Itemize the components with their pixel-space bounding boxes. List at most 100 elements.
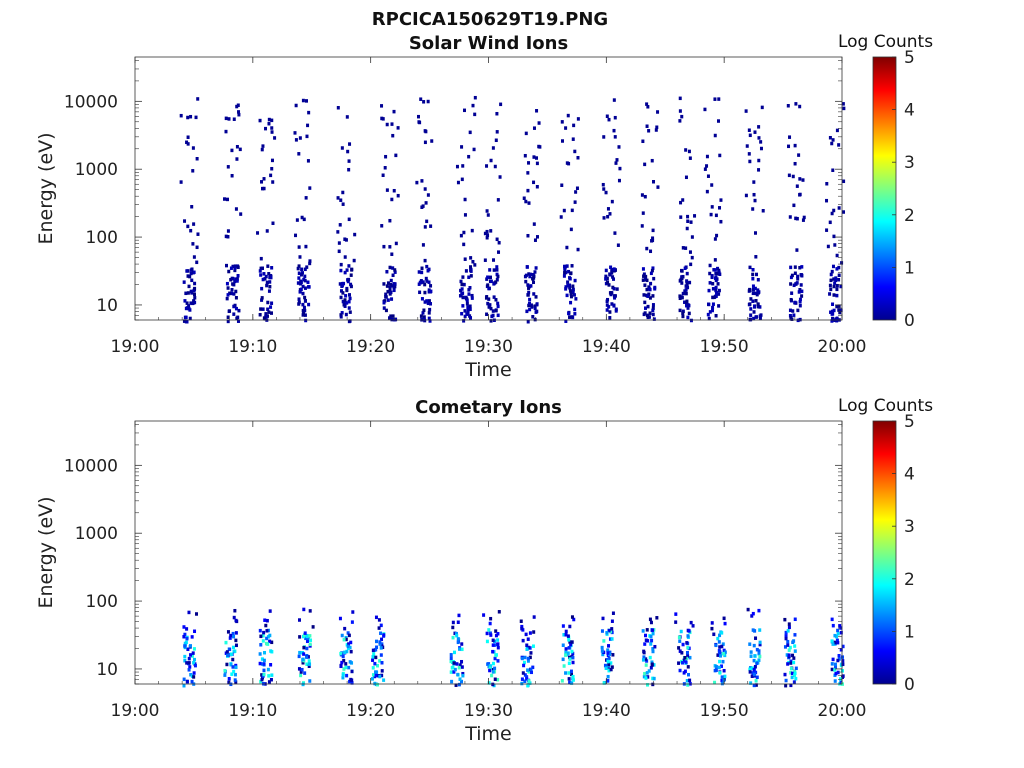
data-cell — [491, 649, 495, 654]
data-cell — [564, 650, 568, 655]
data-cell — [713, 276, 717, 281]
data-cell — [232, 312, 236, 316]
data-cell — [429, 289, 433, 294]
data-cell — [190, 679, 194, 684]
data-cell — [230, 288, 234, 292]
data-cell — [720, 644, 724, 649]
data-cell — [179, 113, 183, 118]
data-cell — [227, 117, 231, 121]
data-cell — [347, 306, 351, 310]
data-cell — [303, 274, 307, 279]
data-cell — [392, 285, 396, 290]
data-cell — [751, 276, 755, 281]
data-cell — [651, 631, 655, 636]
colorbar-tick-label: 3 — [904, 153, 915, 173]
data-cell — [655, 616, 659, 620]
data-cell — [564, 647, 568, 651]
data-cell — [720, 681, 724, 686]
data-cell — [306, 123, 310, 128]
data-cell — [828, 292, 832, 296]
data-cell — [717, 270, 721, 274]
data-cell — [744, 193, 748, 198]
data-cell — [303, 286, 307, 290]
data-cell — [567, 661, 571, 666]
data-cell — [470, 228, 474, 233]
data-cell — [525, 265, 529, 269]
data-cell — [828, 283, 832, 288]
data-cell — [710, 621, 714, 625]
data-cell — [341, 675, 345, 680]
data-cell — [570, 264, 574, 268]
data-cell — [451, 625, 455, 630]
data-cell — [787, 144, 791, 149]
data-cell — [465, 301, 469, 306]
data-cell — [681, 246, 685, 250]
data-cell — [520, 677, 524, 681]
data-cell — [655, 125, 659, 129]
data-cell — [568, 640, 572, 644]
colorbar-tick-label: 5 — [904, 48, 915, 68]
data-cell — [473, 112, 477, 117]
data-cell — [225, 662, 229, 667]
data-cell — [473, 95, 477, 100]
data-cell — [831, 264, 835, 269]
data-cell — [226, 319, 230, 324]
data-cell — [424, 201, 428, 205]
data-cell — [427, 288, 431, 292]
data-cell — [378, 640, 382, 644]
data-cell — [564, 319, 568, 323]
data-cell — [758, 654, 762, 659]
data-cell — [689, 262, 693, 267]
data-cell — [374, 670, 378, 674]
data-cell — [527, 290, 531, 295]
data-cell — [559, 215, 563, 219]
data-cell — [308, 642, 312, 647]
data-cell — [612, 128, 616, 133]
data-cell — [237, 112, 241, 117]
data-cell — [524, 273, 528, 278]
data-cell — [482, 613, 486, 617]
data-cell — [302, 645, 306, 650]
data-cell — [561, 643, 565, 647]
data-cell — [260, 673, 264, 677]
data-cell — [524, 131, 528, 136]
data-cell — [575, 186, 579, 190]
data-cell — [750, 674, 754, 679]
data-cell — [487, 297, 491, 301]
data-cell — [600, 645, 604, 650]
data-cell — [383, 166, 387, 170]
data-cell — [192, 292, 196, 297]
data-cell — [229, 266, 233, 270]
data-cell — [793, 271, 797, 276]
data-cell — [790, 291, 794, 295]
data-cell — [651, 312, 655, 317]
data-cell — [681, 274, 685, 279]
data-cell — [194, 115, 198, 120]
data-cell — [489, 616, 493, 621]
data-cell — [830, 211, 834, 216]
x-axis-label: Time — [464, 723, 512, 745]
data-cell — [195, 245, 199, 250]
data-cell — [229, 633, 233, 638]
data-cell — [303, 299, 307, 303]
data-cell — [463, 213, 467, 217]
data-cell — [721, 659, 725, 664]
data-cell — [193, 629, 197, 634]
data-cell — [835, 304, 839, 309]
data-cell — [300, 267, 304, 272]
data-cell — [705, 189, 709, 194]
data-cell — [530, 305, 534, 309]
data-cell — [298, 650, 302, 655]
data-cell — [230, 148, 234, 153]
data-cell — [522, 663, 526, 668]
data-cell — [795, 216, 799, 221]
data-cell — [687, 149, 691, 154]
data-cell — [468, 307, 472, 312]
x-tick-label: 19:00 — [111, 337, 160, 357]
data-cell — [262, 668, 266, 673]
data-cell — [836, 640, 840, 645]
data-cell — [232, 669, 236, 674]
data-cell — [390, 317, 394, 322]
data-cell — [839, 308, 843, 313]
data-cell — [571, 289, 575, 294]
